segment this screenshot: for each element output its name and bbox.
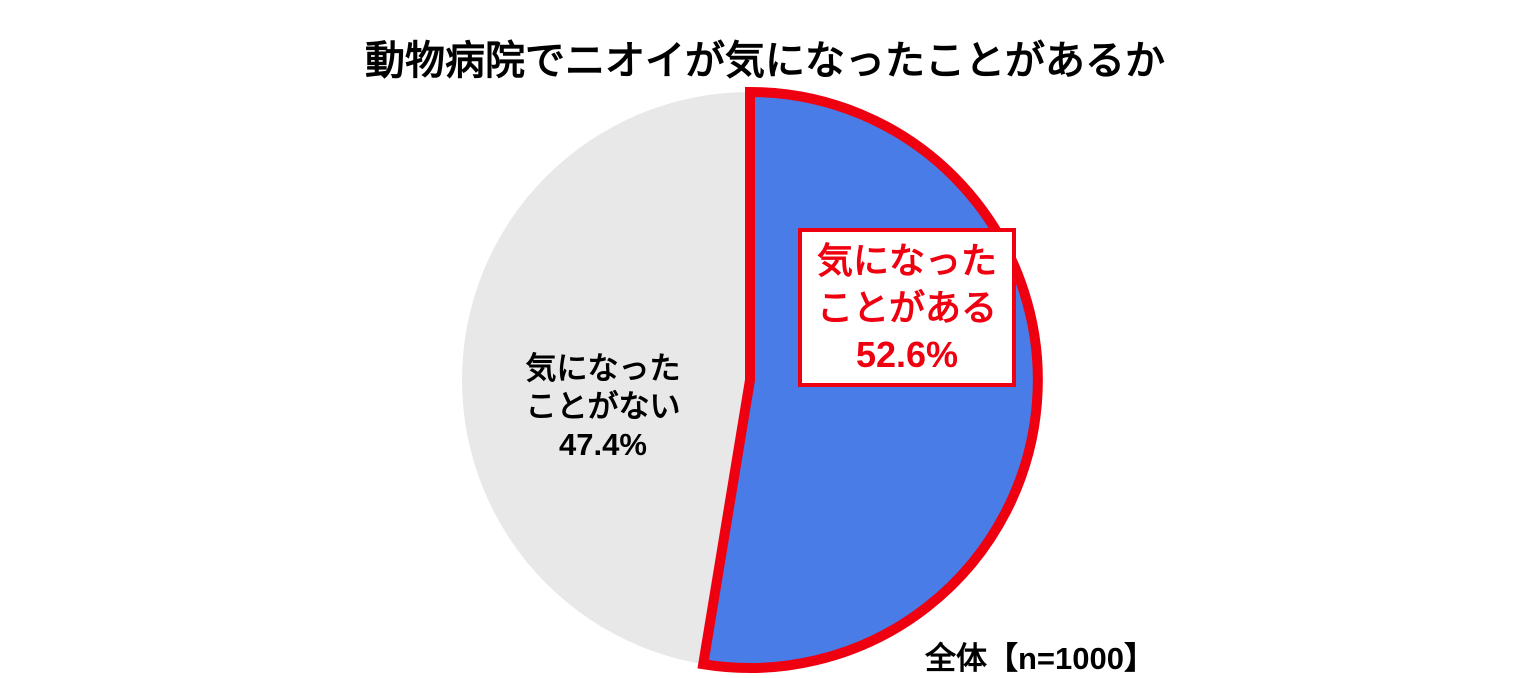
chart-title: 動物病院でニオイが気になったことがあるか xyxy=(365,39,1165,83)
slice-label-no-pct: 47.4% xyxy=(559,427,647,462)
slice-label-no-line2: ことがない xyxy=(525,389,681,424)
slice-label-yes-line2: ことがある xyxy=(816,287,997,328)
sample-size-note: 全体【n=1000】 xyxy=(925,641,1156,676)
slice-label-no: 気になった ことがない 47.4% xyxy=(478,350,728,464)
slice-callout-yes: 気になった ことがある 52.6% xyxy=(798,228,1016,387)
slice-label-yes-line1: 気になった xyxy=(816,240,997,281)
slice-label-no-line1: 気になった xyxy=(525,351,681,386)
slice-label-yes-pct: 52.6% xyxy=(855,334,959,375)
